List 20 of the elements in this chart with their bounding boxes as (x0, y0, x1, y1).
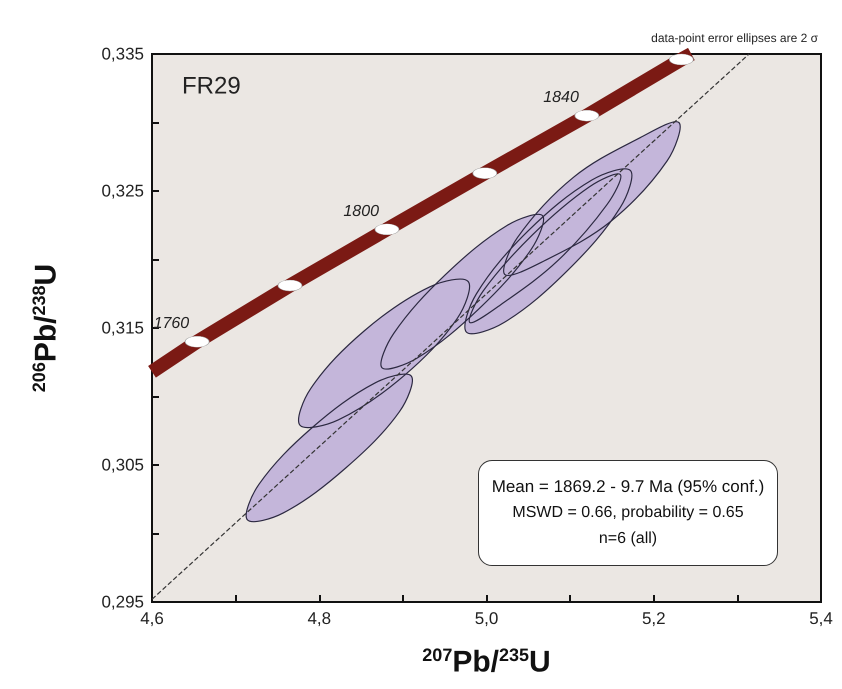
annotation: MSWD = 0.66, probability = 0.65 (512, 503, 744, 523)
annotation: 1800 (343, 202, 380, 220)
annotation: FR29 (182, 72, 241, 100)
x-tick-label: 4,8 (307, 609, 332, 628)
annotation: Mean = 1869.2 - 9.7 Ma (95% conf.) (492, 476, 764, 498)
x-tick-label: 4,6 (140, 609, 164, 628)
annotation: n=6 (all) (598, 529, 658, 549)
note-box: Mean = 1869.2 - 9.7 Ma (95% conf.) MSWD = 0.66, probability = 0.65 n=6 (all) (478, 460, 778, 566)
y-tick-label: 0,335 (101, 44, 144, 64)
y-axis-title: 206Pb/238U (29, 264, 62, 392)
y-tick-label: 0,305 (101, 456, 144, 474)
annotation: 1840 (543, 89, 579, 106)
y-tick-label: 0,325 (101, 182, 144, 200)
annotation: 1760 (154, 315, 190, 332)
x-tick-label: 5,2 (642, 609, 666, 628)
x-tick-label: 5,0 (474, 609, 498, 628)
x-tick-label: 5,4 (809, 609, 833, 628)
text: data-point error ellipses are 2 σ (651, 31, 819, 45)
y-tick-label: 0,295 (101, 592, 144, 612)
y-tick-label: 0,315 (101, 318, 144, 338)
